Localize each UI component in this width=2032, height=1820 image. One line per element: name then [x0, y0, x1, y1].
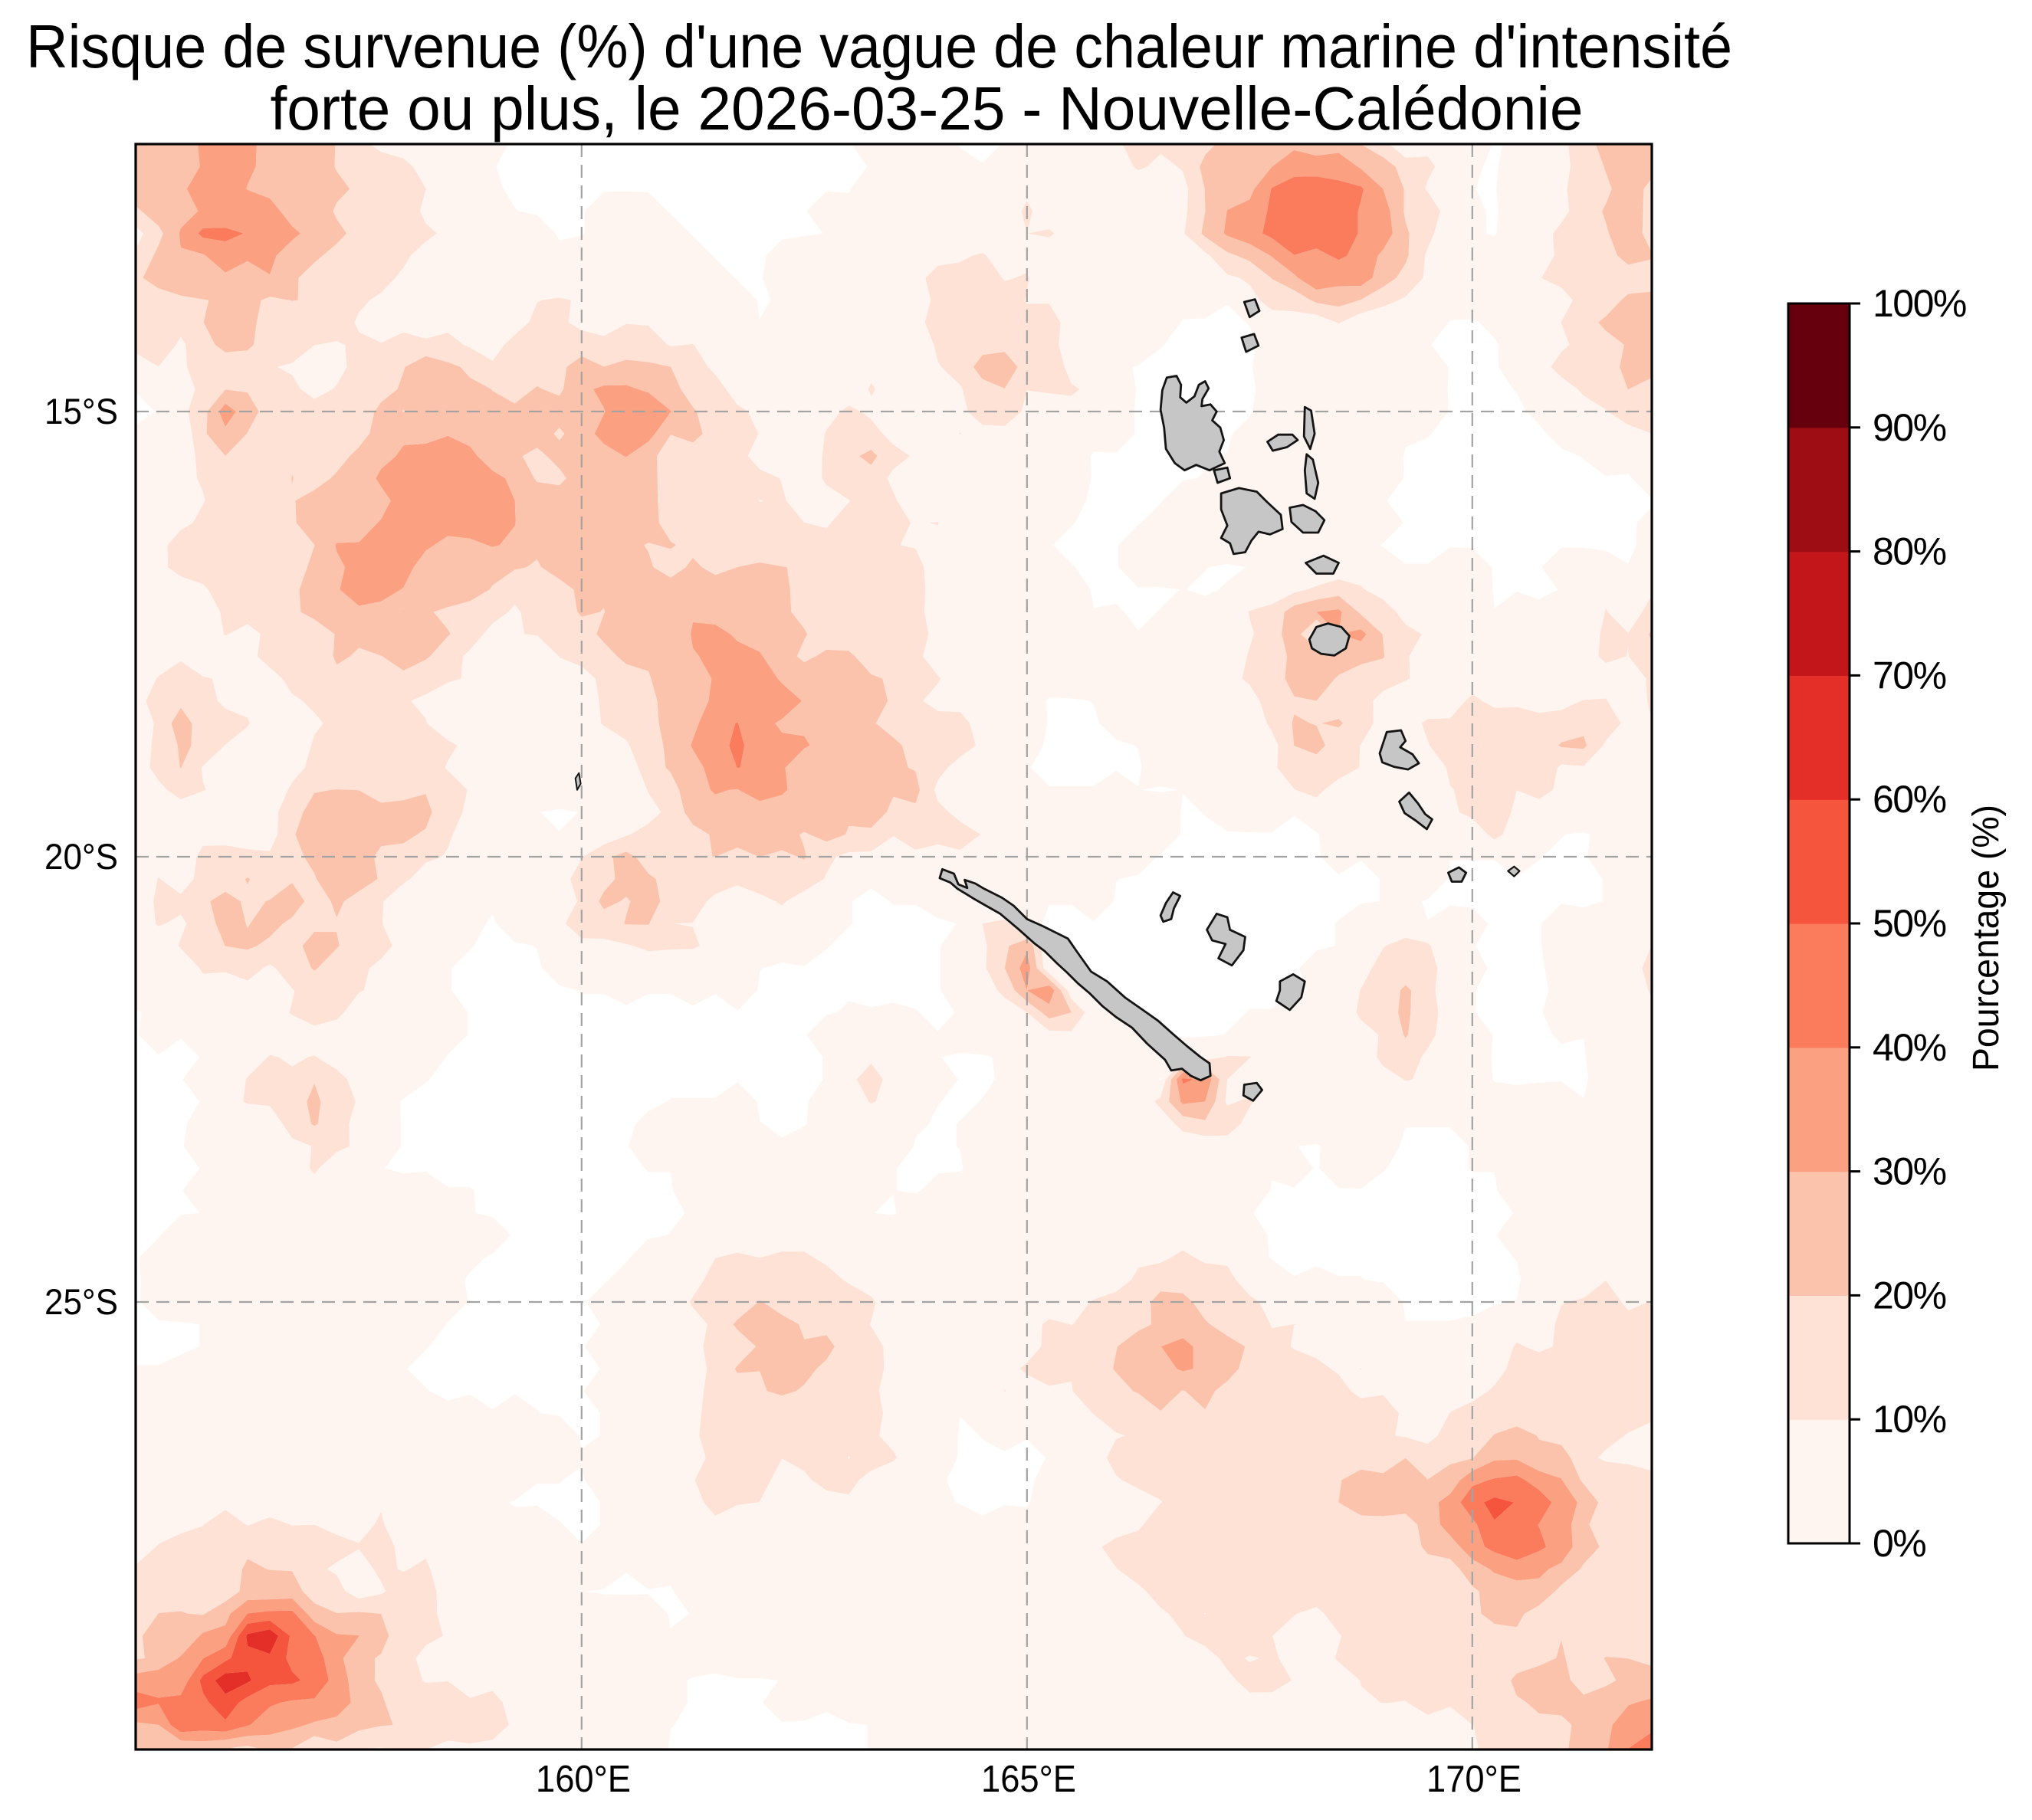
svg-text:Risque de survenue (%) d'une v: Risque de survenue (%) d'une vague de ch…: [26, 12, 1732, 80]
svg-text:20°S: 20°S: [44, 836, 118, 877]
svg-text:80%: 80%: [1873, 530, 1946, 573]
svg-text:165°E: 165°E: [981, 1759, 1076, 1800]
svg-text:Pourcentage (%): Pourcentage (%): [1966, 805, 2007, 1071]
svg-text:40%: 40%: [1873, 1026, 1946, 1069]
svg-text:90%: 90%: [1873, 406, 1946, 449]
svg-text:25°S: 25°S: [44, 1281, 118, 1322]
svg-text:60%: 60%: [1873, 778, 1946, 821]
svg-text:forte ou plus, le 2026-03-25 -: forte ou plus, le 2026-03-25 - Nouvelle-…: [271, 74, 1584, 143]
svg-text:50%: 50%: [1873, 902, 1946, 945]
svg-text:160°E: 160°E: [536, 1759, 631, 1800]
svg-text:100%: 100%: [1873, 282, 1966, 325]
svg-text:10%: 10%: [1873, 1398, 1946, 1441]
svg-text:30%: 30%: [1873, 1150, 1946, 1193]
svg-text:70%: 70%: [1873, 654, 1946, 697]
svg-text:15°S: 15°S: [44, 391, 118, 431]
svg-text:20%: 20%: [1873, 1274, 1946, 1317]
svg-text:170°E: 170°E: [1426, 1759, 1522, 1800]
svg-text:0%: 0%: [1873, 1522, 1925, 1565]
